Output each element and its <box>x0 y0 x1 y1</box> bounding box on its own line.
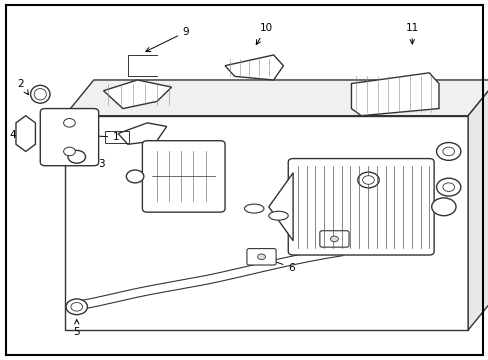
Polygon shape <box>224 55 283 80</box>
Text: 11: 11 <box>405 23 418 44</box>
Text: 6: 6 <box>264 257 294 273</box>
FancyBboxPatch shape <box>246 249 276 265</box>
Polygon shape <box>351 73 438 116</box>
Polygon shape <box>64 116 467 330</box>
Circle shape <box>257 254 265 260</box>
Circle shape <box>63 147 75 156</box>
Polygon shape <box>467 80 488 330</box>
Circle shape <box>436 143 460 160</box>
Text: 2: 2 <box>18 78 28 95</box>
Ellipse shape <box>34 89 46 100</box>
Circle shape <box>63 118 75 127</box>
Polygon shape <box>118 123 166 144</box>
Text: 1: 1 <box>88 132 120 142</box>
Text: 9: 9 <box>145 27 189 51</box>
Polygon shape <box>16 116 35 152</box>
Circle shape <box>436 178 460 196</box>
Circle shape <box>126 170 143 183</box>
Text: 5: 5 <box>73 320 80 337</box>
FancyBboxPatch shape <box>287 158 433 255</box>
Polygon shape <box>64 80 488 116</box>
Text: 10: 10 <box>256 23 272 45</box>
Text: 8: 8 <box>371 177 396 187</box>
FancyBboxPatch shape <box>142 141 224 212</box>
FancyBboxPatch shape <box>319 231 348 247</box>
FancyBboxPatch shape <box>40 109 99 166</box>
Text: 7: 7 <box>337 240 362 255</box>
Circle shape <box>68 150 85 163</box>
Text: 4: 4 <box>9 130 22 140</box>
Circle shape <box>71 302 82 311</box>
Ellipse shape <box>268 211 287 220</box>
Ellipse shape <box>30 85 50 103</box>
Circle shape <box>442 147 454 156</box>
Ellipse shape <box>244 204 264 213</box>
Circle shape <box>431 198 455 216</box>
Circle shape <box>357 172 378 188</box>
Circle shape <box>442 183 454 192</box>
Polygon shape <box>103 80 171 109</box>
Circle shape <box>66 299 87 315</box>
Text: 3: 3 <box>81 157 105 169</box>
Polygon shape <box>268 173 292 241</box>
Circle shape <box>330 236 338 242</box>
Circle shape <box>362 176 373 184</box>
